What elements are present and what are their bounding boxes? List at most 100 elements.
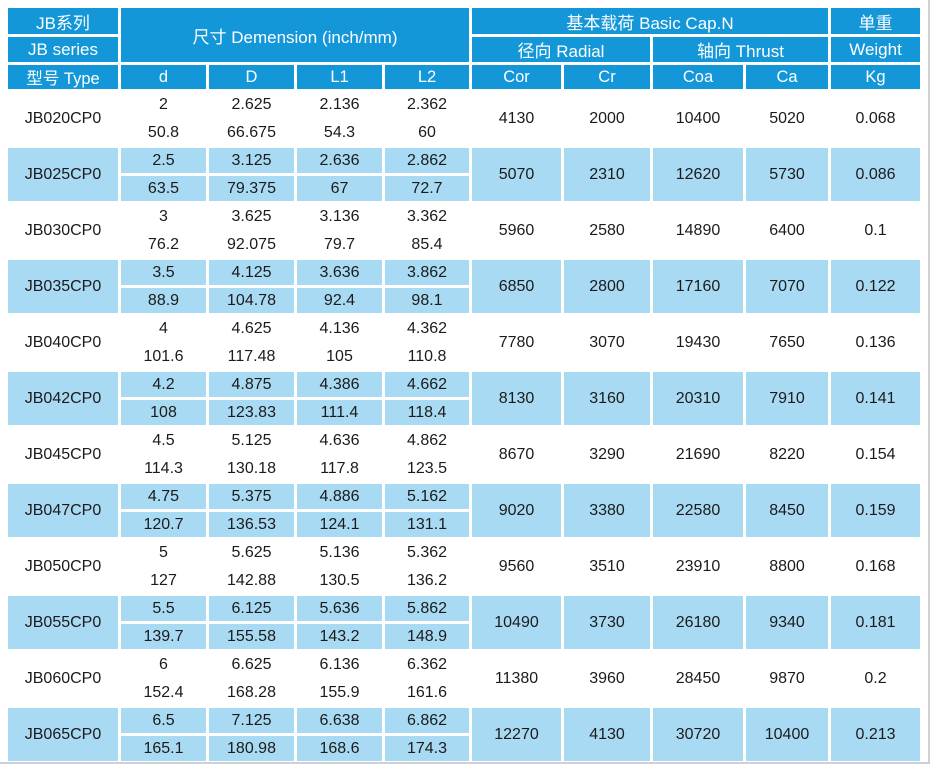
dim-L2-mm-cell: 136.2	[385, 568, 469, 593]
load-coa-cell: 10400	[653, 92, 743, 145]
load-coa-cell: 21690	[653, 428, 743, 481]
thrust-header: 轴向 Thrust	[653, 37, 829, 62]
dim-L1-mm-cell: 130.5	[297, 568, 382, 593]
table-row-inch: JB042CP0 4.2 4.875 4.386 4.662 8130 3160…	[8, 372, 921, 425]
dim-D-inch-cell: 4.875	[209, 372, 294, 397]
load-cr-cell: 2800	[564, 260, 650, 313]
weight-cell: 0.068	[831, 92, 921, 145]
load-ca-cell: 8800	[746, 540, 829, 593]
table-row-mm: 108 123.83 111.4 118.4	[8, 400, 920, 425]
load-cor-cell: 4130	[472, 92, 561, 145]
load-coa-cell: 22580	[653, 484, 743, 537]
load-cr-cell: 2580	[564, 204, 650, 257]
dim-L2-inch-cell: 6.862	[385, 708, 469, 733]
weight-cell: 0.122	[831, 260, 921, 313]
model-cell: JB025CP0	[8, 148, 118, 201]
bearing-spec-table: JB系列 尺寸 Demension (inch/mm) 基本载荷 Basic C…	[5, 5, 923, 762]
table-row-inch: JB025CP0 2.5 3.125 2.636 2.862 5070 2310…	[8, 148, 921, 201]
load-ca-cell: 8220	[746, 428, 829, 481]
load-cor-cell: 12270	[472, 708, 561, 761]
load-coa-cell: 23910	[653, 540, 743, 593]
weight-cell: 0.086	[831, 148, 921, 201]
dim-L1-mm-cell: 67	[297, 176, 382, 201]
table-header: JB系列 尺寸 Demension (inch/mm) 基本载荷 Basic C…	[8, 8, 921, 89]
dim-d-mm-cell: 88.9	[121, 288, 206, 313]
table-row-inch: JB055CP0 5.5 6.125 5.636 5.862 10490 373…	[8, 596, 921, 649]
table-row-mm: 152.4 168.28 155.9 161.6	[8, 680, 920, 705]
dim-d-inch-cell: 4.75	[121, 484, 206, 509]
table-row-inch: JB040CP0 4 4.625 4.136 4.362 7780 3070 1…	[8, 316, 921, 369]
column-header-Cr: Cr	[564, 65, 650, 89]
load-cor-cell: 7780	[472, 316, 561, 369]
header-row-2: JB series 径向 Radial 轴向 Thrust Weight	[8, 37, 921, 62]
load-cr-cell: 4130	[564, 708, 650, 761]
type-column-header: 型号 Type	[8, 65, 118, 89]
model-cell: JB050CP0	[8, 540, 118, 593]
dim-L1-mm-cell: 54.3	[297, 120, 382, 145]
weight-cell: 0.168	[831, 540, 921, 593]
dim-L1-inch-cell: 3.636	[297, 260, 382, 285]
dim-d-inch-cell: 3	[121, 204, 206, 229]
dim-D-inch-cell: 3.625	[209, 204, 294, 229]
dim-L2-inch-cell: 4.362	[385, 316, 469, 341]
load-cr-cell: 2000	[564, 92, 650, 145]
dim-L2-mm-cell: 98.1	[385, 288, 469, 313]
dim-D-mm-cell: 66.675	[209, 120, 294, 145]
series-header-zh: JB系列	[8, 8, 118, 34]
dim-D-inch-cell: 7.125	[209, 708, 294, 733]
load-cor-cell: 8670	[472, 428, 561, 481]
load-coa-cell: 26180	[653, 596, 743, 649]
load-ca-cell: 10400	[746, 708, 829, 761]
model-cell: JB055CP0	[8, 596, 118, 649]
load-cr-cell: 3290	[564, 428, 650, 481]
weight-cell: 0.1	[831, 204, 921, 257]
dim-d-mm-cell: 76.2	[121, 232, 206, 257]
weight-cell: 0.2	[831, 652, 921, 705]
dim-D-mm-cell: 117.48	[209, 344, 294, 369]
dim-L2-mm-cell: 118.4	[385, 400, 469, 425]
load-cr-cell: 3160	[564, 372, 650, 425]
table-row-inch: JB050CP0 5 5.625 5.136 5.362 9560 3510 2…	[8, 540, 921, 593]
dim-L1-inch-cell: 4.136	[297, 316, 382, 341]
load-ca-cell: 7070	[746, 260, 829, 313]
column-header-L2: L2	[385, 65, 469, 89]
table-row-inch: JB030CP0 3 3.625 3.136 3.362 5960 2580 1…	[8, 204, 921, 257]
dim-d-mm-cell: 108	[121, 400, 206, 425]
model-cell: JB045CP0	[8, 428, 118, 481]
load-cr-cell: 3510	[564, 540, 650, 593]
dim-L2-inch-cell: 3.862	[385, 260, 469, 285]
model-cell: JB035CP0	[8, 260, 118, 313]
weight-cell: 0.159	[831, 484, 921, 537]
dim-L1-inch-cell: 4.886	[297, 484, 382, 509]
dim-L1-inch-cell: 2.136	[297, 92, 382, 117]
table-row-mm: 165.1 180.98 168.6 174.3	[8, 736, 920, 761]
dim-d-mm-cell: 101.6	[121, 344, 206, 369]
load-cor-cell: 8130	[472, 372, 561, 425]
load-cor-cell: 9560	[472, 540, 561, 593]
load-ca-cell: 8450	[746, 484, 829, 537]
load-coa-cell: 28450	[653, 652, 743, 705]
table-row-inch: JB060CP0 6 6.625 6.136 6.362 11380 3960 …	[8, 652, 921, 705]
dim-L1-inch-cell: 5.636	[297, 596, 382, 621]
load-coa-cell: 20310	[653, 372, 743, 425]
model-cell: JB030CP0	[8, 204, 118, 257]
dim-L1-inch-cell: 5.136	[297, 540, 382, 565]
column-header-L1: L1	[297, 65, 382, 89]
dim-d-inch-cell: 6	[121, 652, 206, 677]
dim-d-inch-cell: 6.5	[121, 708, 206, 733]
dim-L1-inch-cell: 3.136	[297, 204, 382, 229]
load-ca-cell: 6400	[746, 204, 829, 257]
dim-L1-mm-cell: 79.7	[297, 232, 382, 257]
dim-L2-inch-cell: 2.362	[385, 92, 469, 117]
dim-d-mm-cell: 152.4	[121, 680, 206, 705]
load-ca-cell: 7650	[746, 316, 829, 369]
weight-cell: 0.213	[831, 708, 921, 761]
load-coa-cell: 17160	[653, 260, 743, 313]
load-cr-cell: 3960	[564, 652, 650, 705]
radial-header: 径向 Radial	[472, 37, 650, 62]
dim-L2-mm-cell: 148.9	[385, 624, 469, 649]
table-row-inch: JB035CP0 3.5 4.125 3.636 3.862 6850 2800…	[8, 260, 921, 313]
dim-L1-mm-cell: 124.1	[297, 512, 382, 537]
dim-L1-mm-cell: 168.6	[297, 736, 382, 761]
model-cell: JB042CP0	[8, 372, 118, 425]
